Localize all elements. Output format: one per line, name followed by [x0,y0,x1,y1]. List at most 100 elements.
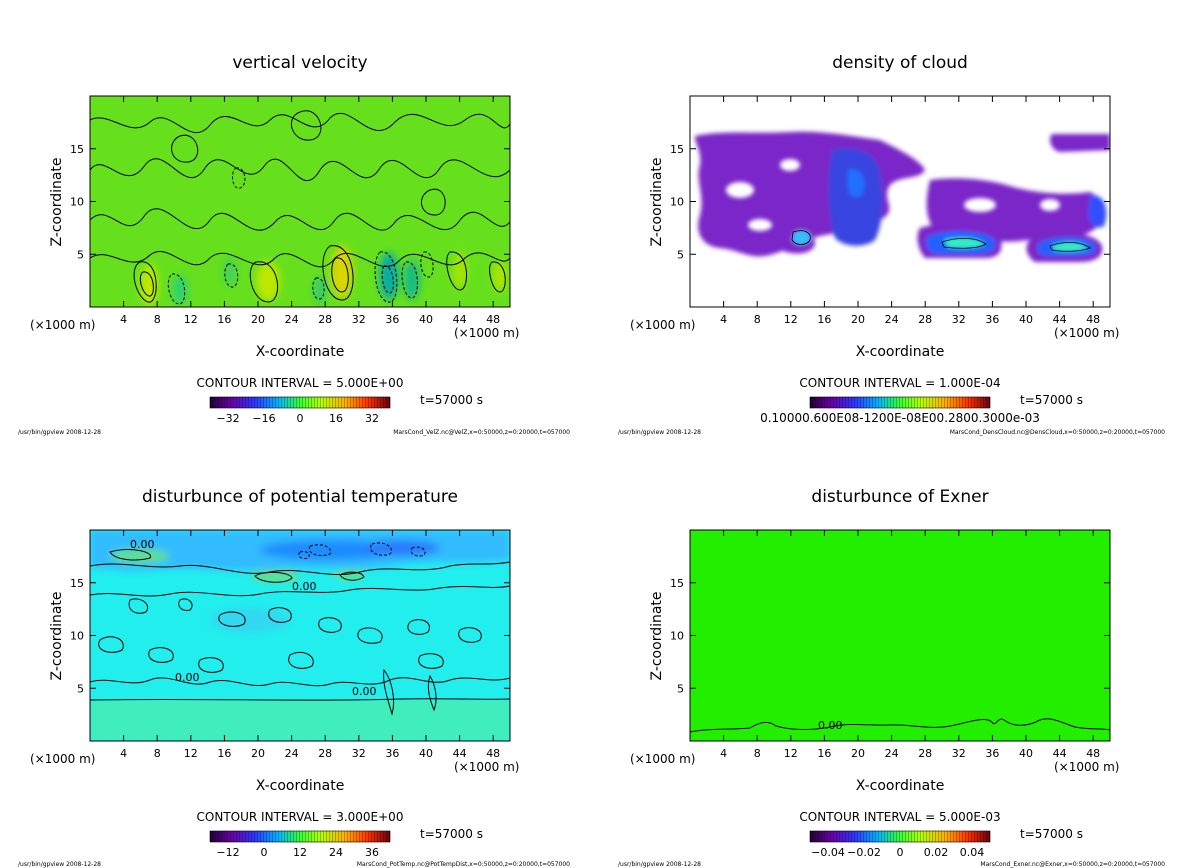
colorbar-tick-labels: −0.04 −0.02 0 0.02 0.04 [811,846,984,859]
footer-right: MarsCond_PotTemp.nc@PotTempDist,x=0:5000… [357,861,570,868]
x-tick-label: 16 [817,313,831,326]
x-tick-label: 8 [154,747,161,760]
x-tick-label: 32 [952,747,966,760]
x-tick-label: 28 [918,313,932,326]
y-tick-label: 15 [670,143,684,156]
y-axis-label: Z-coordinate [49,157,65,246]
footer-right: MarsCond_DensCloud.nc@DensCloud,x=0:5000… [950,429,1165,436]
colorbar-tick-label: 0.04 [960,846,985,859]
colorbar-tick-label: 0 [897,846,904,859]
y-axis-label: Z-coordinate [649,591,665,680]
x-tick-label: 8 [754,747,761,760]
x-tick-label: 32 [952,313,966,326]
y-tick-label: 5 [77,248,84,261]
contour-label: 0.00 [352,685,377,698]
colorbar-tick-label: 32 [365,412,379,425]
footer-right: MarsCond_VelZ.nc@VelZ,x=0:50000,z=0:2000… [393,429,570,436]
y-tick-label: 10 [70,196,84,209]
y-tick-label: 15 [670,577,684,590]
plot-background [90,96,510,307]
y-tick-labels: 5 10 15 [670,577,1110,695]
colorbar-tick-label: −32 [216,412,239,425]
contour-label: 0.00 [130,538,155,551]
time-label: t=57000 s [420,393,483,407]
x-tick-label: 4 [720,313,727,326]
contour-labels: 0.00 0.00 0.00 0.00 [130,538,377,698]
time-label: t=57000 s [420,827,483,841]
contour-label: 0.00 [175,671,200,684]
colorbar-bands [210,397,390,408]
x-tick-label: 40 [419,747,433,760]
colorbar-tick-label: 0.02 [924,846,949,859]
x-tick-label: 12 [184,747,198,760]
contour-label: 0.00 [292,580,317,593]
x-axis-label: X-coordinate [256,344,345,360]
field-overlay [694,131,1110,262]
x-tick-labels: 4 8 12 16 20 24 28 32 36 40 44 48 [120,96,500,326]
panel-exner: disturbunce of Exner 0.00 4 8 12 16 20 24 28 32… [618,487,1165,868]
x-tick-label: 24 [885,747,899,760]
colorbar-bands [810,831,990,842]
colorbar-tick-label: −0.02 [847,846,881,859]
x-tick-label: 48 [486,747,500,760]
y-tick-label: 15 [70,577,84,590]
x-tick-label: 44 [1053,747,1067,760]
x-tick-label: 4 [120,747,127,760]
x-tick-label: 16 [217,747,231,760]
x-unit-right: (×1000 m) [454,326,519,340]
x-axis-label: X-coordinate [856,778,945,794]
colorbar-tick-label: 0 [297,412,304,425]
x-tick-label: 40 [1019,747,1033,760]
colorbar-tick-label: −0.04 [811,846,845,859]
x-tick-label: 12 [784,313,798,326]
x-tick-label: 44 [453,313,467,326]
colorbar-tick-label: 12 [293,846,307,859]
y-tick-labels: 5 10 15 [70,143,510,261]
contour-interval: CONTOUR INTERVAL = 5.000E+00 [197,376,404,390]
x-tick-label: 8 [154,313,161,326]
colorbar-tick-label: 0 [261,846,268,859]
time-label: t=57000 s [1020,827,1083,841]
plot-background [690,530,1110,741]
colorbar-tick-labels: −12 0 12 24 36 [216,846,379,859]
x-tick-label: 20 [851,313,865,326]
field-overlay: 0.00 0.00 0.00 0.00 [90,530,510,741]
colorbar-tick-labels: −32 −16 0 16 32 [216,412,379,425]
colorbar-tick-label: 16 [329,412,343,425]
y-axis-label: Z-coordinate [49,591,65,680]
x-tick-label: 20 [851,747,865,760]
colorbar-tick-label: 36 [365,846,379,859]
footer-left: /usr/bin/gpview 2008-12-28 [618,429,701,436]
x-tick-label: 48 [1086,313,1100,326]
panel-density-of-cloud: density of cloud [618,53,1165,436]
panel-title: disturbunce of Exner [811,487,988,507]
x-tick-label: 24 [285,313,299,326]
x-unit-right: (×1000 m) [454,760,519,774]
y-tick-label: 10 [70,630,84,643]
field-overlay [90,110,510,306]
contour-interval: CONTOUR INTERVAL = 3.000E+00 [197,810,404,824]
footer-right: MarsCond_Exner.nc@Exner,x=0:50000,z=0:20… [980,861,1165,868]
x-tick-label: 36 [385,747,399,760]
x-tick-label: 20 [251,747,265,760]
x-unit-left: (×1000 m) [30,318,95,332]
panel-vertical-velocity: vertical velocity [18,53,570,436]
y-tick-label: 10 [670,630,684,643]
y-tick-labels: 5 10 15 [70,577,510,695]
x-tick-label: 20 [251,313,265,326]
x-tick-label: 28 [318,747,332,760]
y-tick-label: 5 [677,248,684,261]
x-tick-labels: 4 8 12 16 20 24 28 32 36 40 44 48 [720,530,1100,760]
x-unit-left: (×1000 m) [630,318,695,332]
field-overlay: 0.00 [690,718,1110,733]
time-label: t=57000 s [1020,393,1083,407]
panel-title: disturbunce of potential temperature [142,487,458,507]
x-tick-label: 28 [918,747,932,760]
x-axis-label: X-coordinate [256,778,345,794]
contour-label: 0.00 [818,719,843,732]
footer-left: /usr/bin/gpview 2008-12-28 [18,429,101,436]
colorbar-bands [810,397,990,408]
colorbar-tick-label: −12 [216,846,239,859]
contour-interval: CONTOUR INTERVAL = 1.000E-04 [799,376,1000,390]
x-tick-label: 16 [217,313,231,326]
